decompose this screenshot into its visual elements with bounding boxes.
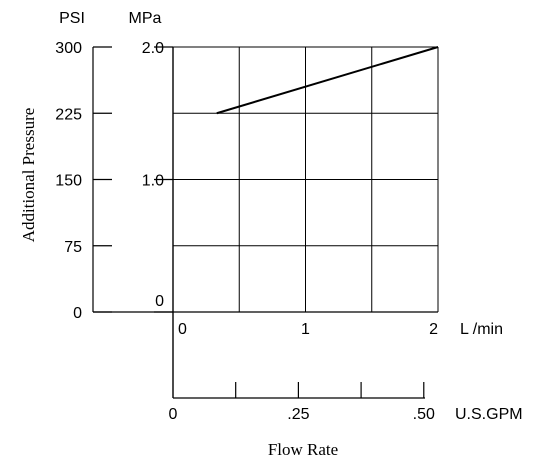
lmin-tick-label: 2 [429, 321, 438, 338]
psi-unit-label: PSI [59, 10, 85, 27]
series-group [216, 46, 439, 115]
y-axis-title: Additional Pressure [19, 108, 38, 243]
psi-tick-label: 225 [55, 106, 82, 123]
mpa-tick-label: 2.0 [142, 40, 164, 57]
psi-tick-label: 0 [73, 305, 82, 322]
mpa-ticks: 2.0 1.0 0 [142, 40, 173, 313]
psi-tick-label: 150 [55, 173, 82, 190]
psi-ticks: 300 225 150 75 0 [55, 40, 112, 322]
mpa-tick-label: 1.0 [142, 173, 164, 190]
gpm-unit-label: U.S.GPM [455, 406, 523, 423]
series-line [216, 46, 439, 115]
lmin-tick-label: 0 [178, 321, 187, 338]
psi-tick-label: 300 [55, 40, 82, 57]
lmin-tick-label: 1 [301, 321, 310, 338]
gpm-tick-label: 0 [169, 406, 178, 423]
mpa-tick-label: 0 [155, 293, 164, 310]
x-axis-title: Flow Rate [268, 440, 338, 459]
gpm-tick-label: .25 [287, 406, 309, 423]
mpa-unit-label: MPa [129, 10, 162, 27]
gpm-ticks: 0 .25 .50 [169, 382, 435, 423]
gpm-tick-label: .50 [413, 406, 435, 423]
lmin-unit-label: L /min [460, 321, 503, 338]
psi-tick-label: 75 [64, 239, 82, 256]
lmin-ticks: 0 1 2 [178, 321, 438, 338]
